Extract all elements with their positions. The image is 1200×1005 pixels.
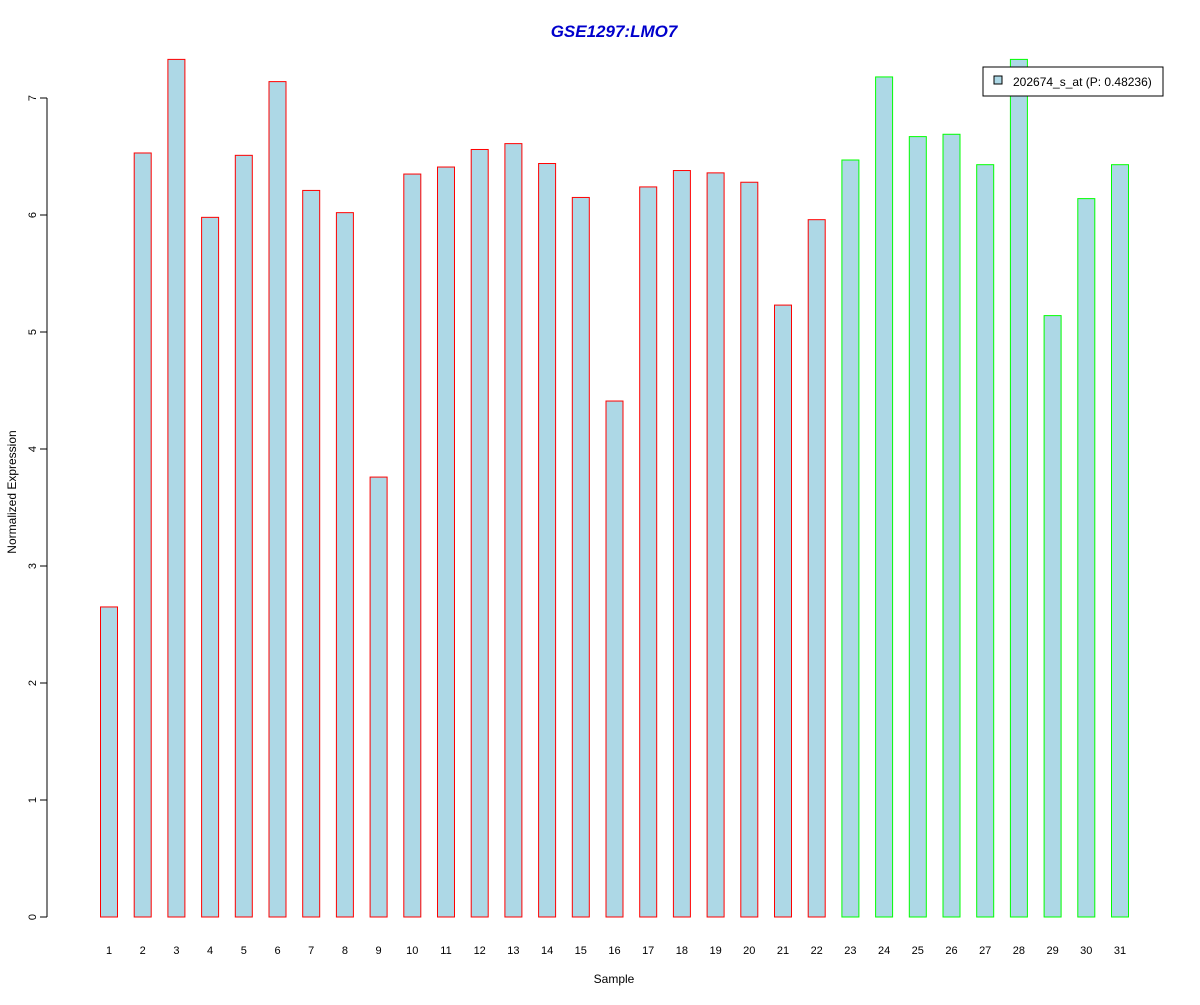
chart-title: GSE1297:LMO7 (551, 22, 679, 41)
x-tick-label: 31 (1114, 945, 1126, 957)
x-tick-label: 28 (1013, 945, 1025, 957)
x-tick-label: 24 (878, 945, 890, 957)
y-axis-label: Normalized Expression (5, 430, 19, 553)
bar-sample-9 (369, 476, 388, 918)
x-tick-label: 29 (1046, 945, 1058, 957)
y-tick-label: 7 (27, 95, 39, 101)
x-tick-label: 16 (608, 945, 620, 957)
legend-box (982, 66, 1164, 97)
x-tick-label: 13 (507, 945, 519, 957)
x-tick-label: 6 (274, 945, 280, 957)
bar-sample-26 (942, 133, 961, 918)
y-tick-label: 3 (27, 563, 39, 569)
bar-sample-15 (571, 196, 590, 918)
y-tick-label: 1 (27, 797, 39, 803)
y-tick-label: 5 (27, 329, 39, 335)
bar-sample-19 (706, 172, 725, 918)
y-tick-label: 6 (27, 212, 39, 218)
bar-sample-4 (201, 216, 220, 918)
bars-group (100, 58, 1129, 918)
y-axis: 0 1 2 3 4 5 6 7 (27, 95, 48, 920)
bar-sample-23 (841, 159, 860, 918)
x-tick-label: 19 (709, 945, 721, 957)
x-tick-label: 20 (743, 945, 755, 957)
x-tick-label: 8 (342, 945, 348, 957)
bar-sample-13 (504, 143, 523, 918)
bar-sample-31 (1111, 164, 1129, 918)
x-tick-label: 21 (777, 945, 789, 957)
x-tick-labels: 1 2 3 4 5 6 7 8 9 10 11 12 13 14 15 16 17 18 19 20 21 22 23 24 2… (106, 945, 1126, 957)
bar-sample-22 (807, 219, 826, 918)
x-tick-label: 10 (406, 945, 418, 957)
bar-sample-21 (774, 304, 792, 918)
x-tick-label: 22 (811, 945, 823, 957)
bar-sample-2 (133, 152, 152, 918)
bar-sample-17 (639, 186, 658, 918)
bar-sample-16 (605, 400, 624, 918)
bar-sample-25 (908, 136, 927, 918)
x-tick-label: 7 (308, 945, 314, 957)
x-tick-label: 2 (140, 945, 146, 957)
legend-swatch (993, 75, 1003, 85)
bar-sample-5 (234, 154, 253, 918)
legend: 202674_s_at (P: 0.48236) (982, 66, 1164, 97)
bar-sample-8 (335, 212, 354, 918)
y-tick-label: 0 (27, 914, 39, 920)
x-tick-label: 4 (207, 945, 213, 957)
x-tick-label: 5 (241, 945, 247, 957)
bar-sample-28 (1009, 58, 1028, 918)
bar-sample-18 (672, 170, 691, 918)
bar-sample-20 (740, 181, 759, 918)
y-tick-label: 2 (27, 680, 39, 686)
x-tick-label: 3 (173, 945, 179, 957)
bar-sample-1 (100, 606, 118, 918)
x-tick-label: 25 (912, 945, 924, 957)
bar-sample-27 (976, 164, 995, 918)
bar-sample-14 (538, 163, 557, 918)
bar-sample-11 (437, 166, 455, 918)
x-tick-label: 17 (642, 945, 654, 957)
x-axis-label: Sample (594, 972, 635, 986)
bar-sample-7 (302, 189, 321, 918)
x-tick-label: 27 (979, 945, 991, 957)
bar-sample-29 (1043, 315, 1062, 918)
bar-sample-24 (875, 76, 894, 918)
x-tick-label: 18 (676, 945, 688, 957)
bar-sample-30 (1077, 198, 1096, 918)
x-tick-label: 9 (376, 945, 382, 957)
x-tick-label: 12 (474, 945, 486, 957)
y-tick-label: 4 (27, 446, 39, 452)
x-tick-label: 1 (106, 945, 112, 957)
bar-sample-10 (403, 173, 422, 918)
bar-sample-6 (268, 81, 287, 918)
x-tick-label: 23 (844, 945, 856, 957)
x-tick-label: 30 (1080, 945, 1092, 957)
x-tick-label: 15 (575, 945, 587, 957)
bar-sample-3 (167, 58, 186, 918)
x-tick-label: 26 (945, 945, 957, 957)
x-tick-label: 14 (541, 945, 553, 957)
bar-sample-12 (470, 148, 489, 918)
legend-label: 202674_s_at (P: 0.48236) (1013, 75, 1152, 89)
x-tick-label: 11 (440, 945, 451, 957)
